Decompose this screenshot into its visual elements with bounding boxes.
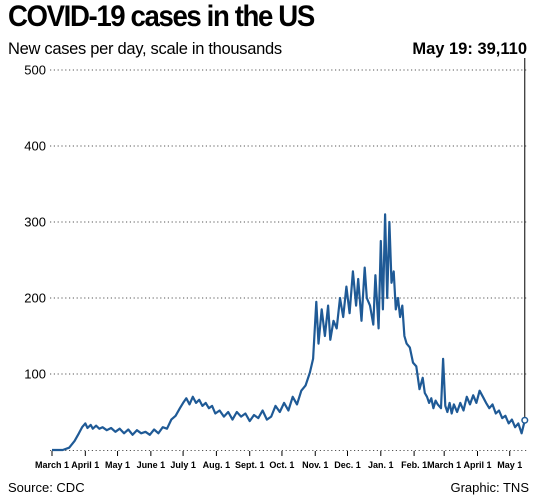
chart-subtitle: New cases per day, scale in thousands (8, 40, 282, 58)
graphic-credit: Graphic: TNS (450, 480, 529, 495)
x-tick-label: Dec. 1 (334, 460, 361, 470)
x-tick-label: Nov. 1 (302, 460, 328, 470)
chart-title: COVID-19 cases in the US (8, 0, 315, 33)
series-line-new-cases (52, 213, 526, 452)
latest-value-marker (521, 416, 529, 424)
x-tick-label: Oct. 1 (269, 460, 294, 470)
latest-value-callout: May 19: 39,110 (412, 40, 527, 58)
x-tick-label: July 1 (170, 460, 196, 470)
x-tick-label: Feb. 1 (401, 460, 427, 470)
x-tick-label: Jan. 1 (368, 460, 394, 470)
x-tick-label: May 1 (497, 460, 522, 470)
gridlines (50, 69, 528, 375)
source-note: Source: CDC (8, 480, 85, 495)
y-tick-label: 200 (24, 291, 46, 306)
x-tick-label: Sept. 1 (235, 460, 265, 470)
x-tick-label: April 1 (463, 460, 491, 470)
x-tick-label: March 1 (35, 460, 69, 470)
x-tick-label: March 1 (427, 460, 461, 470)
x-tick-label: April 1 (71, 460, 99, 470)
y-tick-label: 400 (24, 139, 46, 154)
x-tick-label: Aug. 1 (203, 460, 231, 470)
y-tick-label: 100 (24, 367, 46, 382)
x-tick-label: May 1 (105, 460, 130, 470)
y-tick-label: 500 (24, 63, 46, 78)
x-tick-label: June 1 (137, 460, 166, 470)
y-tick-label: 300 (24, 215, 46, 230)
y-axis-labels: 100 200 300 400 500 (24, 63, 46, 382)
x-axis: March 1 April 1 May 1 June 1 July 1 Aug. 1 Sep… (35, 450, 528, 470)
